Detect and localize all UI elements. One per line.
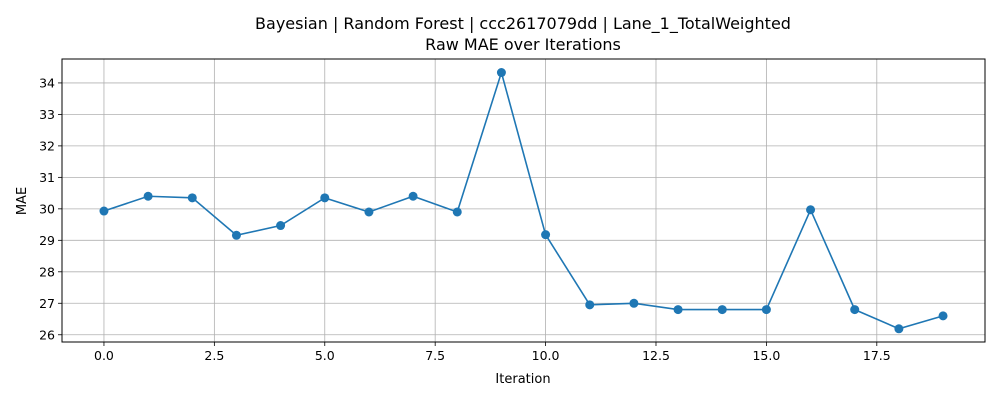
data-point — [673, 305, 683, 315]
data-point — [364, 207, 374, 217]
y-tick-label: 33 — [39, 107, 55, 122]
y-tick-label: 29 — [39, 233, 55, 248]
y-tick-label: 26 — [39, 327, 55, 342]
x-tick-label: 17.5 — [863, 348, 891, 363]
data-point — [938, 311, 948, 321]
x-axis-label: Iteration — [495, 372, 550, 387]
x-tick-label: 15.0 — [752, 348, 780, 363]
data-point — [717, 305, 727, 315]
x-tick-label: 5.0 — [315, 348, 335, 363]
data-point — [761, 305, 771, 315]
data-point — [850, 305, 860, 315]
data-point — [629, 298, 639, 308]
x-tick-label: 10.0 — [532, 348, 560, 363]
data-point — [99, 206, 109, 216]
data-point — [231, 230, 241, 240]
data-point — [408, 191, 418, 201]
x-tick-label: 7.5 — [425, 348, 445, 363]
data-point — [320, 193, 330, 203]
y-tick-label: 32 — [39, 138, 55, 153]
data-point — [541, 230, 551, 240]
series-group — [99, 68, 948, 334]
y-tick-label: 30 — [39, 201, 55, 216]
data-point — [585, 300, 595, 310]
chart-title: Bayesian | Random Forest | ccc2617079dd … — [255, 14, 791, 34]
chart-subtitle: Raw MAE over Iterations — [425, 35, 621, 54]
x-tick-label: 12.5 — [642, 348, 670, 363]
y-tick-label: 34 — [39, 75, 55, 90]
data-point — [187, 193, 197, 203]
data-point — [452, 207, 462, 217]
data-point — [894, 324, 904, 334]
data-point — [143, 191, 153, 201]
y-tick-label: 31 — [39, 170, 55, 185]
data-point — [496, 68, 506, 78]
data-point — [806, 205, 816, 215]
grid — [62, 59, 985, 342]
y-ticks: 26 27 28 29 30 31 32 33 34 — [39, 75, 62, 342]
y-axis-label: MAE — [15, 187, 30, 215]
y-tick-label: 28 — [39, 264, 55, 279]
data-point — [276, 221, 286, 231]
x-tick-label: 0.0 — [94, 348, 114, 363]
series-line — [103, 69, 944, 330]
y-tick-label: 27 — [39, 296, 55, 311]
plot-frame — [61, 58, 986, 343]
x-tick-label: 2.5 — [204, 348, 224, 363]
x-ticks: 0.0 2.5 5.0 7.5 10.0 12.5 15.0 17.5 — [94, 342, 891, 363]
